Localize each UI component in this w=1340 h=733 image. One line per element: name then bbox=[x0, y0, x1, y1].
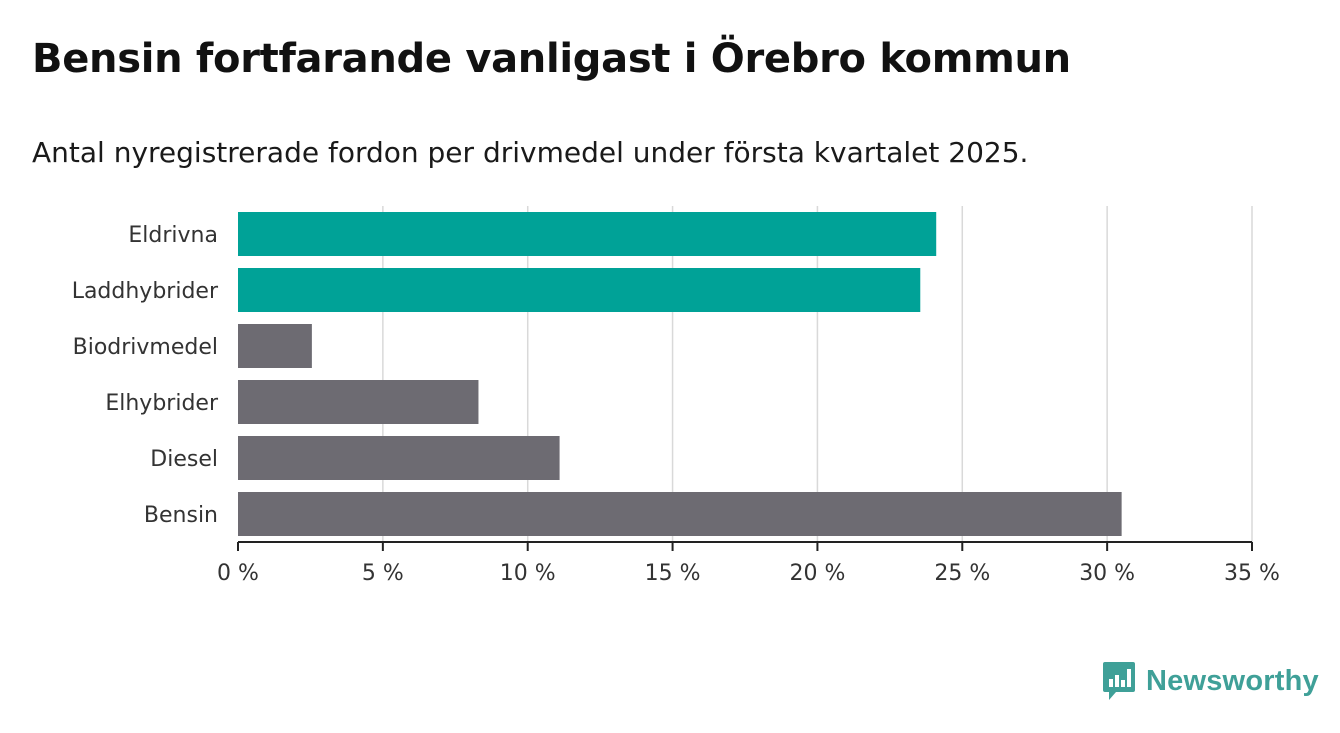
bar bbox=[238, 380, 479, 424]
chart-subtitle: Antal nyregistrerade fordon per drivmede… bbox=[32, 136, 1029, 169]
bar bbox=[238, 268, 921, 312]
bar bbox=[238, 324, 312, 368]
category-label: Diesel bbox=[150, 447, 218, 472]
category-label: Laddhybrider bbox=[72, 279, 219, 304]
x-tick-label: 20 % bbox=[789, 561, 845, 586]
bar-chart: Eldrivna Laddhybrider Biodrivmedel Elhybrid… bbox=[72, 206, 1280, 586]
x-tick-label: 15 % bbox=[645, 561, 701, 586]
newsworthy-logo[interactable]: Newsworthy bbox=[1102, 660, 1319, 702]
x-tick-label: 10 % bbox=[500, 561, 556, 586]
chart-title: Bensin fortfarande vanligast i Örebro ko… bbox=[32, 36, 1071, 82]
x-tick-label: 25 % bbox=[934, 561, 990, 586]
category-label: Eldrivna bbox=[128, 223, 218, 248]
bar bbox=[238, 492, 1122, 536]
category-label: Elhybrider bbox=[105, 391, 219, 416]
bar bbox=[238, 436, 560, 480]
x-tick-label: 35 % bbox=[1224, 561, 1280, 586]
newsworthy-wordmark: Newsworthy bbox=[1146, 664, 1319, 697]
x-tick-label: 5 % bbox=[362, 561, 404, 586]
bar-chart-speech-bubble-icon bbox=[1103, 662, 1135, 700]
bar bbox=[238, 212, 937, 256]
category-label: Bensin bbox=[144, 503, 218, 528]
x-tick-label: 0 % bbox=[217, 561, 259, 586]
x-tick-label: 30 % bbox=[1079, 561, 1135, 586]
category-label: Biodrivmedel bbox=[73, 335, 218, 360]
